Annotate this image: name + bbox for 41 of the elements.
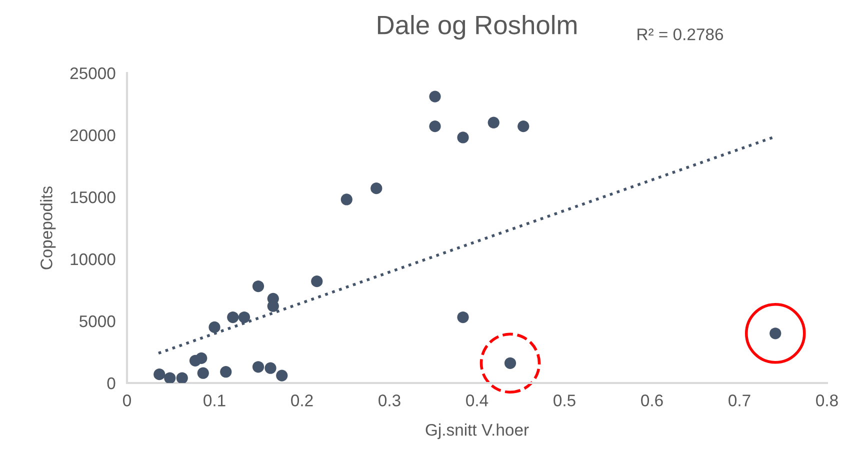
x-tick-label: 0.1 [204,394,226,406]
point [429,90,441,102]
x-tick-label: 0.4 [466,394,488,406]
y-tick-label: 15000 [70,191,116,204]
point [518,120,530,132]
point [197,367,209,379]
point [208,321,220,334]
point [238,311,250,324]
x-tick-label: 0.5 [554,394,576,406]
y-axis-title: Copepodits [40,186,56,270]
x-tick-label: 0 [123,394,131,406]
y-tick-label: 20000 [70,129,116,142]
y-tick-label: 5000 [79,315,116,328]
x-tick-label: 0.7 [728,394,750,406]
y-tick-label: 10000 [70,253,116,266]
point [154,368,166,380]
point [276,370,288,382]
point [457,311,469,324]
point [252,361,264,373]
y-tick-label: 0 [107,377,116,390]
point [164,372,176,383]
point [176,372,188,383]
point [370,182,382,194]
point [227,311,239,324]
x-tick-label: 0.2 [291,394,313,406]
point [264,362,276,374]
y-tick-label: 25000 [70,67,116,80]
point [488,116,500,128]
point [340,194,352,206]
text: R² = 0.2786 [638,28,724,40]
x-axis-title: Gj.snitt V.hoer [426,424,529,440]
point [220,366,232,378]
x-tick-label: 0.6 [641,394,663,406]
point [429,120,441,132]
chart-title: Dale og Rosholm [378,14,576,40]
x-tick-label: 0.3 [378,394,400,406]
point [252,280,264,292]
point [311,276,323,288]
x-tick-label: 0.8 [816,394,838,406]
point [196,352,208,364]
point [457,132,469,144]
